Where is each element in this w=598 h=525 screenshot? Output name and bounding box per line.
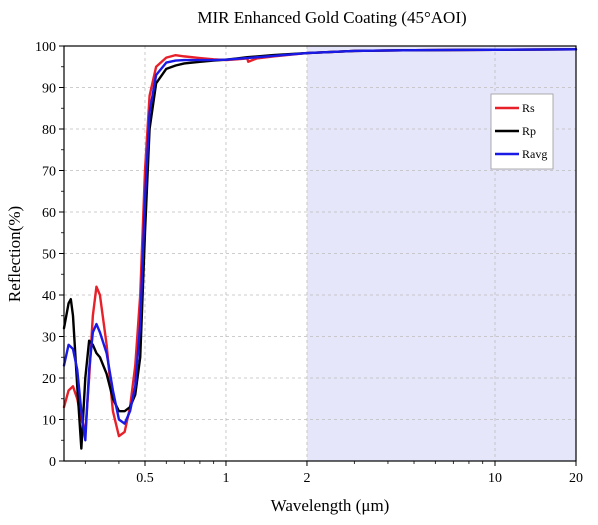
legend-label-ravg: Ravg: [522, 147, 547, 161]
legend-label-rs: Rs: [522, 101, 535, 115]
legend-label-rp: Rp: [522, 124, 536, 138]
y-tick-label: 0: [49, 455, 56, 470]
x-axis-title: Wavelength (μm): [271, 496, 390, 515]
x-tick-label: 1: [222, 471, 229, 486]
y-tick-label: 70: [42, 165, 56, 180]
axis-layer: 0 10 20 30 40 50 60 70 80 90 100 0.5 1 2 10 20: [35, 40, 583, 486]
grid-layer: [64, 46, 576, 461]
x-tick-label: 2: [303, 471, 310, 486]
series-line-ravg: [62, 48, 578, 442]
y-tick-label: 80: [42, 123, 56, 138]
x-tick-label: 0.5: [136, 471, 154, 486]
chart-title: MIR Enhanced Gold Coating (45°AOI): [197, 8, 466, 27]
legend: Rs Rp Ravg: [490, 93, 554, 170]
y-tick-label: 90: [42, 82, 56, 97]
y-tick-label: 10: [42, 414, 56, 429]
x-tick-label: 10: [488, 471, 502, 486]
series-layer: [62, 48, 578, 450]
y-tick-label: 40: [42, 289, 56, 304]
y-axis-title: Reflection(%): [5, 206, 24, 302]
x-tick-label: 20: [569, 471, 583, 486]
y-tick-label: 100: [35, 40, 56, 55]
y-tick-label: 20: [42, 372, 56, 387]
y-tick-label: 30: [42, 331, 56, 346]
y-tick-label: 50: [42, 248, 56, 263]
y-tick-label: 60: [42, 206, 56, 221]
